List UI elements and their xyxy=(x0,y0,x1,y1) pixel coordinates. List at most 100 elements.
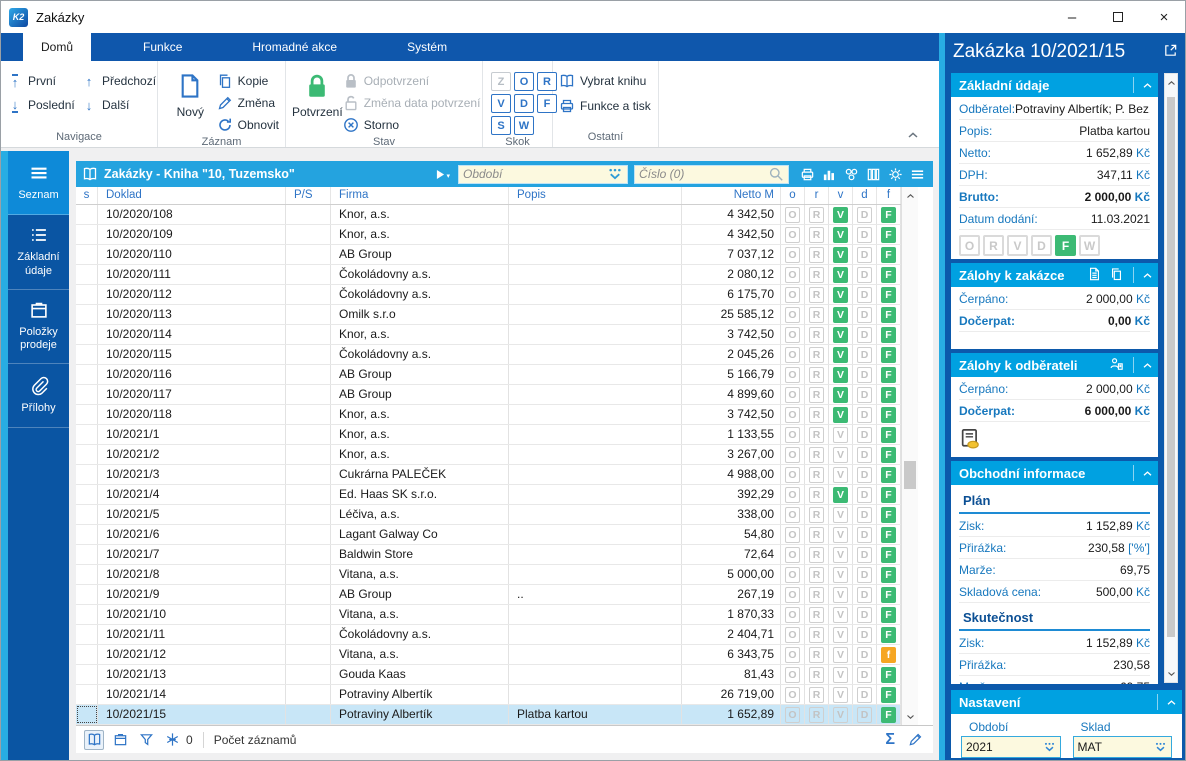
table-row[interactable]: 10/2021/5 Léčiva, a.s. 338,00 O R V D F xyxy=(76,505,901,525)
maximize-button[interactable] xyxy=(1095,1,1141,33)
panel-scrollbar-track[interactable] xyxy=(1166,89,1176,667)
collapse-button[interactable] xyxy=(1160,690,1182,714)
column-header-firma[interactable]: Firma xyxy=(331,187,509,204)
table-row[interactable]: 10/2021/11 Čokoládovny a.s. 2 404,71 O R V D F xyxy=(76,625,901,645)
collapse-button[interactable] xyxy=(1136,353,1158,377)
scroll-down-button[interactable] xyxy=(902,708,918,725)
table-row[interactable]: 10/2020/114 Knor, a.s. 3 742,50 O R V D F xyxy=(76,325,901,345)
obdobi-combobox[interactable]: 2021 xyxy=(961,736,1061,758)
table-row[interactable]: 10/2020/111 Čokoládovny a.s. 2 080,12 O R V D F xyxy=(76,265,901,285)
cislo-search-input[interactable]: Číslo (0) xyxy=(634,164,789,184)
posledni-button[interactable]: ↓ Poslední xyxy=(7,95,81,115)
advance-document-icon[interactable] xyxy=(1087,267,1105,283)
skok-w-button[interactable]: W xyxy=(514,116,534,135)
vybrat-knihu-button[interactable]: Vybrat knihu xyxy=(559,71,651,91)
table-row[interactable]: 10/2021/15 Potraviny Albertík Platba karto… xyxy=(76,705,901,725)
table-row[interactable]: 10/2021/4 Ed. Haas SK s.r.o. 392,29 O R V D F xyxy=(76,485,901,505)
table-scrollbar-track[interactable] xyxy=(903,205,917,709)
storno-button[interactable]: Storno xyxy=(343,115,481,135)
advance-list-icon[interactable] xyxy=(1109,267,1127,283)
panel-status-v[interactable]: V xyxy=(1007,235,1028,256)
table-row[interactable]: 10/2020/117 AB Group 4 899,60 O R V D F xyxy=(76,385,901,405)
zmena-button[interactable]: Změna xyxy=(217,93,279,113)
table-row[interactable]: 10/2021/14 Potraviny Albertík 26 719,00 O R V… xyxy=(76,685,901,705)
tab-funkce[interactable]: Funkce xyxy=(143,40,183,54)
table-row[interactable]: 10/2020/108 Knor, a.s. 4 342,50 O R V D F xyxy=(76,205,901,225)
column-header-r[interactable]: r xyxy=(805,187,829,204)
table-row[interactable]: 10/2020/113 Omilk s.r.o 25 585,12 O R V D F xyxy=(76,305,901,325)
panel-status-o[interactable]: O xyxy=(959,235,980,256)
section-header-nastaveni[interactable]: Nastavení xyxy=(951,690,1182,714)
scroll-up-button[interactable] xyxy=(902,187,918,204)
skok-v-button[interactable]: V xyxy=(491,94,511,113)
panel-scroll-down[interactable] xyxy=(1165,665,1177,682)
table-row[interactable]: 10/2020/116 AB Group 5 166,79 O R V D F xyxy=(76,365,901,385)
table-row[interactable]: 10/2021/7 Baldwin Store 72,64 O R V D F xyxy=(76,545,901,565)
column-header-o[interactable]: o xyxy=(781,187,805,204)
prvni-button[interactable]: ↑ První xyxy=(7,71,81,91)
collapse-button[interactable] xyxy=(1136,73,1158,97)
obdobi-filter-input[interactable]: Období xyxy=(458,164,628,184)
predchozi-button[interactable]: ↑ Předchozí xyxy=(81,71,165,91)
minimize-button[interactable]: – xyxy=(1067,8,1077,26)
potvrzeni-button[interactable]: Potvrzení xyxy=(292,68,343,135)
panel-status-d[interactable]: D xyxy=(1031,235,1052,256)
kopie-button[interactable]: Kopie xyxy=(217,71,279,91)
records-count-label[interactable]: Počet záznamů xyxy=(213,732,297,747)
ribbon-collapse-button[interactable] xyxy=(907,131,919,141)
column-header-popis[interactable]: Popis xyxy=(509,187,682,204)
column-header-d[interactable]: d xyxy=(853,187,877,204)
panel-status-w[interactable]: W xyxy=(1079,235,1100,256)
combo-arrow-icon[interactable] xyxy=(607,166,623,182)
table-row[interactable]: 10/2020/118 Knor, a.s. 3 742,50 O R V D F xyxy=(76,405,901,425)
sum-button[interactable]: Σ xyxy=(885,730,895,748)
column-header-p-s[interactable]: P/S xyxy=(286,187,331,204)
tab-system[interactable]: Systém xyxy=(407,40,448,54)
table-menu-button[interactable] xyxy=(907,164,927,184)
table-row[interactable]: 10/2020/115 Čokoládovny a.s. 2 045,26 O R V D F xyxy=(76,345,901,365)
table-row[interactable]: 10/2020/110 AB Group 7 037,12 O R V D F xyxy=(76,245,901,265)
column-header-doklad[interactable]: Doklad xyxy=(98,187,286,204)
section-header-obchodni-informace[interactable]: Obchodní informace xyxy=(951,461,1158,485)
panel-scrollbar-thumb[interactable] xyxy=(1167,97,1175,637)
funkce-a-tisk-button[interactable]: Funkce a tisk xyxy=(559,96,651,116)
table-row[interactable]: 10/2020/112 Čokoládovny a.s. 6 175,70 O R V D F xyxy=(76,285,901,305)
sidebar-item-prilohy[interactable]: Přílohy xyxy=(8,364,69,428)
column-header-s[interactable]: s xyxy=(76,187,98,204)
chart-button[interactable] xyxy=(819,164,839,184)
section-header-zakladni-udaje[interactable]: Základní údaje xyxy=(951,73,1158,97)
panel-scroll-up[interactable] xyxy=(1165,74,1177,91)
tab-hromadne-akce[interactable]: Hromadné akce xyxy=(252,40,338,54)
skok-d-button[interactable]: D xyxy=(514,94,534,113)
book-view-button[interactable] xyxy=(84,729,104,750)
panel-status-r[interactable]: R xyxy=(983,235,1004,256)
sklad-combobox[interactable]: MAT xyxy=(1072,736,1172,758)
novy-button[interactable]: Nový xyxy=(164,68,217,135)
invoice-money-icon[interactable] xyxy=(959,422,1150,450)
settings-gear-button[interactable] xyxy=(885,164,905,184)
sidebar-item-polozky-prodeje[interactable]: Položky prodeje xyxy=(8,290,69,364)
skok-s-button[interactable]: S xyxy=(491,116,511,135)
close-button[interactable]: × xyxy=(1159,8,1169,26)
table-scrollbar[interactable] xyxy=(901,187,918,725)
skok-o-button[interactable]: O xyxy=(514,72,534,91)
obnovit-button[interactable]: Obnovit xyxy=(217,115,279,135)
table-row[interactable]: 10/2021/3 Cukrárna PALEČEK 4 988,00 O R V D F xyxy=(76,465,901,485)
panel-status-f[interactable]: F xyxy=(1055,235,1076,256)
table-row[interactable]: 10/2021/8 Vitana, a.s. 5 000,00 O R V D F xyxy=(76,565,901,585)
table-row[interactable]: 10/2021/10 Vitana, a.s. 1 870,33 O R V D F xyxy=(76,605,901,625)
column-header-netto-m[interactable]: Netto M xyxy=(682,187,781,204)
table-row[interactable]: 10/2021/6 Lagant Galway Co 54,80 O R V D F xyxy=(76,525,901,545)
person-document-icon[interactable] xyxy=(1109,357,1127,373)
table-scrollbar-thumb[interactable] xyxy=(904,461,916,489)
dalsi-button[interactable]: ↓ Další xyxy=(81,95,165,115)
book-switch-arrow[interactable]: ▾ xyxy=(436,169,450,180)
skok-f-button[interactable]: F xyxy=(537,94,557,113)
snowflake-filter-icon[interactable] xyxy=(162,730,182,750)
table-row[interactable]: 10/2020/109 Knor, a.s. 4 342,50 O R V D F xyxy=(76,225,901,245)
columns-button[interactable] xyxy=(863,164,883,184)
tab-domu[interactable]: Domů xyxy=(23,33,92,61)
table-row[interactable]: 10/2021/1 Knor, a.s. 1 133,55 O R V D F xyxy=(76,425,901,445)
process-button[interactable] xyxy=(841,164,861,184)
